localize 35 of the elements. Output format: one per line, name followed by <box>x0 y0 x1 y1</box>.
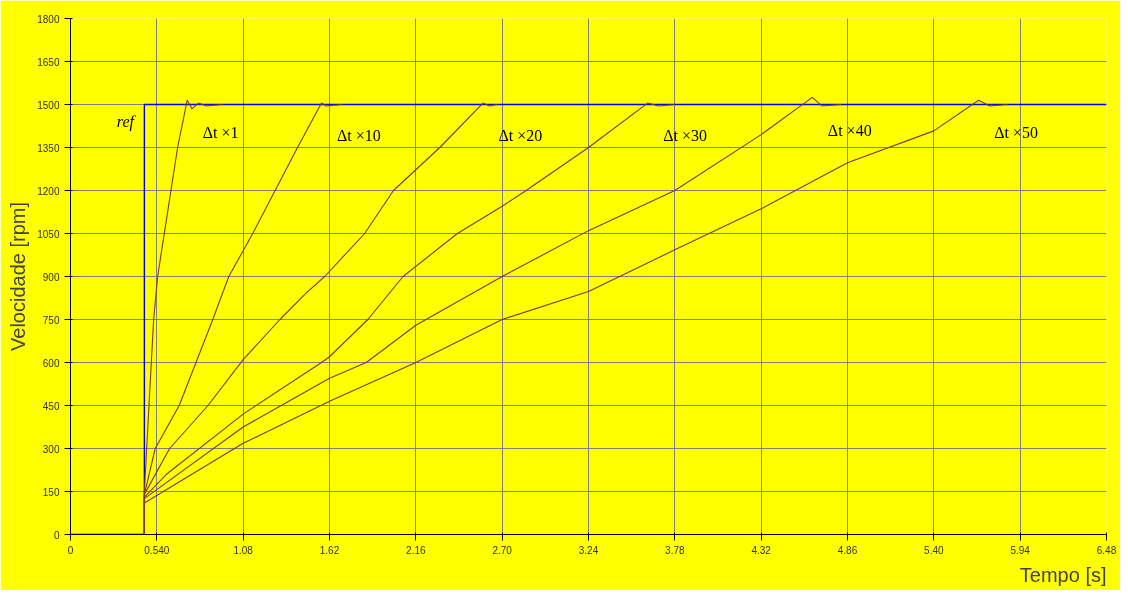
y-tick-label: 1200 <box>37 185 60 197</box>
x-axis-title: Tempo [s] <box>1019 563 1107 586</box>
x-tick-label: 1.08 <box>233 544 254 556</box>
y-tick-label: 1050 <box>37 228 60 240</box>
x-tick-label: 0.540 <box>144 544 170 556</box>
series-label: Δt ×40 <box>827 121 872 139</box>
y-axis-title: Velocidade [rpm] <box>7 202 30 351</box>
x-tick-label: 0 <box>67 544 74 556</box>
x-tick-label: 5.40 <box>924 544 944 556</box>
y-tick-label: 600 <box>42 357 60 369</box>
y-tick-label: 750 <box>42 314 60 326</box>
y-tick-label: 0 <box>53 529 60 541</box>
x-tick-label: 5.94 <box>1010 544 1031 556</box>
series-label: Δt ×20 <box>498 127 543 145</box>
x-tick-label: 4.32 <box>751 544 772 556</box>
x-tick-label: 4.86 <box>837 544 858 556</box>
x-tick-label: 1.62 <box>319 544 340 556</box>
series-label: Δt ×30 <box>663 127 707 145</box>
x-tick-label: 3.78 <box>665 544 685 556</box>
x-tick-label: 6.48 <box>1096 544 1117 556</box>
series-label: Δt ×1 <box>202 124 239 142</box>
y-tick-label: 1800 <box>37 13 60 25</box>
y-tick-label: 900 <box>42 271 60 283</box>
y-tick-label: 1500 <box>37 99 60 111</box>
series-label: Δt ×50 <box>994 124 1038 142</box>
x-tick-label: 3.24 <box>578 544 599 556</box>
series-label: ref <box>116 113 137 132</box>
y-tick-label: 450 <box>42 400 60 412</box>
series-label: Δt ×10 <box>337 127 381 145</box>
y-tick-label: 1350 <box>37 142 60 154</box>
y-tick-label: 300 <box>42 443 60 455</box>
x-tick-label: 2.16 <box>406 544 426 556</box>
y-tick-label: 1650 <box>37 56 60 68</box>
y-tick-label: 150 <box>42 486 60 498</box>
x-tick-label: 2.70 <box>492 544 513 556</box>
